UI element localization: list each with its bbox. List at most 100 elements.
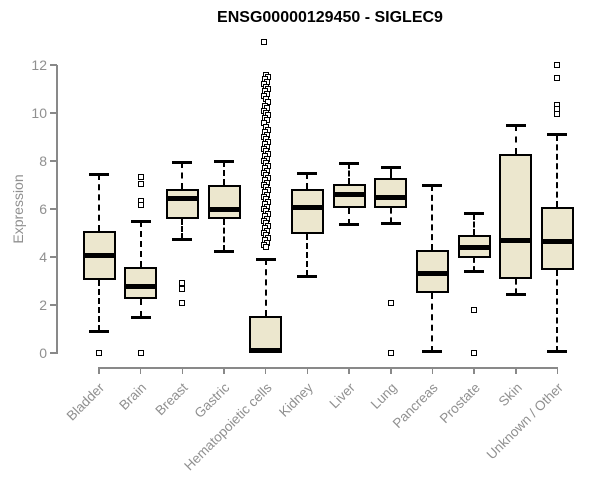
outlier-brain bbox=[137, 180, 144, 187]
upper-whisker-pancreas bbox=[431, 185, 434, 250]
median-liver bbox=[332, 192, 366, 198]
lower-whisker-lung bbox=[389, 207, 392, 224]
lower-staple-gastric bbox=[214, 249, 235, 253]
lower-staple-brain bbox=[130, 315, 151, 319]
median-pancreas bbox=[415, 271, 449, 277]
y-tick bbox=[50, 352, 57, 354]
box-unknown-other bbox=[540, 206, 574, 271]
x-tick-label-prostate: Prostate bbox=[436, 380, 483, 427]
y-tick-label: 2 bbox=[39, 296, 47, 313]
upper-whisker-skin bbox=[514, 125, 517, 154]
x-tick-label-breast: Breast bbox=[152, 380, 191, 419]
chart-title: ENSG00000129450 - SIGLEC9 bbox=[217, 9, 443, 26]
outlier-prostate bbox=[471, 306, 478, 313]
upper-whisker-bladder bbox=[98, 174, 100, 231]
x-tick bbox=[98, 367, 100, 374]
median-unknown-other bbox=[540, 238, 574, 244]
upper-staple-brain bbox=[130, 219, 151, 223]
lower-whisker-prostate bbox=[473, 258, 476, 272]
lower-whisker-pancreas bbox=[431, 293, 434, 352]
outlier-unknown-other bbox=[554, 111, 561, 118]
box-brain bbox=[124, 266, 158, 299]
median-hematopoietic-cells bbox=[249, 348, 283, 354]
median-gastric bbox=[207, 206, 241, 212]
lower-whisker-unknown-other bbox=[556, 270, 559, 352]
upper-staple-lung bbox=[380, 165, 401, 169]
outlier-breast bbox=[179, 280, 186, 287]
y-tick bbox=[50, 112, 57, 114]
x-tick bbox=[556, 367, 559, 374]
lower-whisker-gastric bbox=[223, 218, 226, 251]
lower-staple-kidney bbox=[297, 274, 318, 278]
lower-whisker-bladder bbox=[98, 279, 100, 332]
lower-whisker-kidney bbox=[306, 234, 309, 277]
x-tick bbox=[264, 367, 267, 374]
x-tick-label-brain: Brain bbox=[116, 380, 150, 413]
x-tick-label-skin: Skin bbox=[495, 380, 525, 410]
upper-staple-kidney bbox=[297, 171, 318, 175]
median-bladder bbox=[82, 253, 116, 259]
median-kidney bbox=[290, 204, 324, 210]
outlier-lung bbox=[387, 299, 394, 306]
median-skin bbox=[499, 237, 533, 243]
upper-whisker-gastric bbox=[223, 161, 226, 185]
outlier-brain bbox=[137, 173, 144, 180]
upper-staple-bladder bbox=[89, 172, 109, 176]
lower-staple-pancreas bbox=[422, 350, 443, 354]
upper-staple-breast bbox=[172, 160, 193, 164]
upper-whisker-prostate bbox=[473, 213, 476, 236]
x-axis bbox=[99, 367, 558, 369]
lower-staple-breast bbox=[172, 237, 193, 241]
x-tick bbox=[139, 367, 142, 374]
y-tick bbox=[50, 160, 57, 162]
upper-whisker-liver bbox=[348, 163, 351, 184]
y-tick-label: 10 bbox=[31, 104, 47, 121]
x-tick bbox=[431, 367, 434, 374]
outlier-breast bbox=[179, 299, 186, 306]
x-tick-label-liver: Liver bbox=[326, 380, 358, 412]
x-tick-label-lung: Lung bbox=[367, 380, 400, 412]
x-tick bbox=[348, 367, 350, 374]
box-gastric bbox=[207, 185, 241, 219]
upper-staple-liver bbox=[339, 161, 360, 165]
upper-staple-gastric bbox=[214, 159, 235, 163]
x-tick bbox=[306, 367, 309, 374]
upper-staple-prostate bbox=[464, 212, 485, 216]
x-tick-label-pancreas: Pancreas bbox=[390, 380, 442, 431]
upper-staple-pancreas bbox=[422, 183, 443, 187]
lower-whisker-breast bbox=[181, 218, 184, 240]
outlier-prostate bbox=[471, 350, 478, 356]
upper-whisker-breast bbox=[181, 162, 184, 189]
upper-whisker-brain bbox=[139, 221, 142, 267]
x-tick-label-unknown-other: Unknown / Other bbox=[483, 380, 567, 463]
y-tick bbox=[50, 208, 57, 210]
median-brain bbox=[124, 283, 158, 289]
outlier-brain bbox=[137, 350, 144, 356]
box-kidney bbox=[290, 188, 324, 235]
lower-staple-unknown-other bbox=[547, 350, 568, 354]
x-tick bbox=[515, 367, 517, 374]
upper-staple-skin bbox=[505, 123, 526, 127]
outlier-lung bbox=[387, 350, 394, 356]
y-tick-label: 0 bbox=[39, 344, 47, 361]
x-tick-label-gastric: Gastric bbox=[191, 380, 233, 421]
x-tick bbox=[181, 367, 184, 374]
x-tick-label-kidney: Kidney bbox=[276, 380, 317, 420]
x-tick bbox=[473, 367, 475, 374]
lower-whisker-brain bbox=[139, 299, 142, 317]
lower-staple-prostate bbox=[464, 269, 485, 273]
upper-staple-unknown-other bbox=[547, 133, 568, 137]
upper-whisker-kidney bbox=[306, 173, 309, 189]
box-hematopoietic-cells bbox=[249, 315, 283, 353]
box-skin bbox=[499, 153, 533, 279]
y-tick-label: 8 bbox=[39, 152, 47, 169]
y-tick-label: 4 bbox=[39, 248, 47, 265]
outlier-hematopoietic-cells bbox=[260, 39, 267, 46]
upper-whisker-lung bbox=[389, 167, 392, 178]
outlier-unknown-other bbox=[554, 75, 561, 82]
median-breast bbox=[165, 196, 199, 202]
lower-whisker-liver bbox=[348, 207, 351, 225]
upper-whisker-hematopoietic-cells bbox=[264, 259, 267, 316]
lower-staple-skin bbox=[505, 292, 526, 296]
